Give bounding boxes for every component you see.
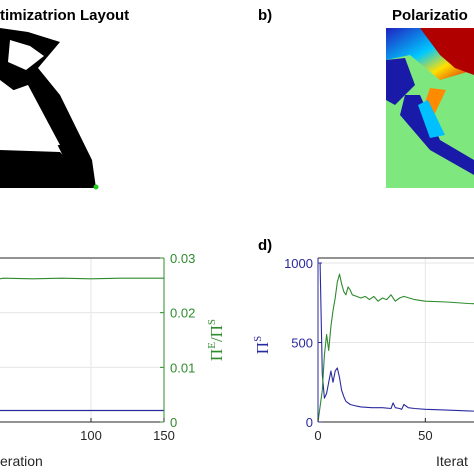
chart-c-series-green [0,277,164,280]
polarization-map-image [386,28,474,188]
chart-c-xtick-label: 100 [80,428,102,443]
optimization-layout-image [0,28,99,190]
chart-d-xlabel: Iterat [436,453,468,469]
chart-c: 100 150 0.03 0.02 0.01 0 eration ΠE/ΠS [0,251,226,469]
chart-d-ytick-label: 500 [291,336,313,351]
panel-a-title: timizatrion Layout [0,7,129,24]
chart-d-xtick-label: 0 [314,428,321,443]
chart-d-xtick-label: 50 [418,428,432,443]
panel-b-label: b) [258,7,272,24]
chart-d: 0 50 1000 500 0 Iterat ΠS [252,256,474,469]
chart-d-ylabel: ΠS [252,336,272,354]
chart-d-ytick-label: 0 [306,415,313,430]
chart-d-series-green [317,273,474,423]
panel-d-label: d) [258,237,272,254]
chart-d-ytick-label: 1000 [284,256,313,271]
chart-c-y2tick-label: 0.01 [170,360,195,375]
chart-c-y2tick-label: 0 [170,415,177,430]
chart-c-xlabel: eration [0,453,43,469]
panel-b-title: Polarizatio [392,7,468,24]
chart-c-y2tick-label: 0.02 [170,306,195,321]
chart-c-y2tick-label: 0.03 [170,251,195,266]
chart-c-y2label: ΠE/ΠS [206,319,226,361]
chart-d-series-blue [318,262,474,412]
chart-c-xtick-label: 150 [153,428,175,443]
